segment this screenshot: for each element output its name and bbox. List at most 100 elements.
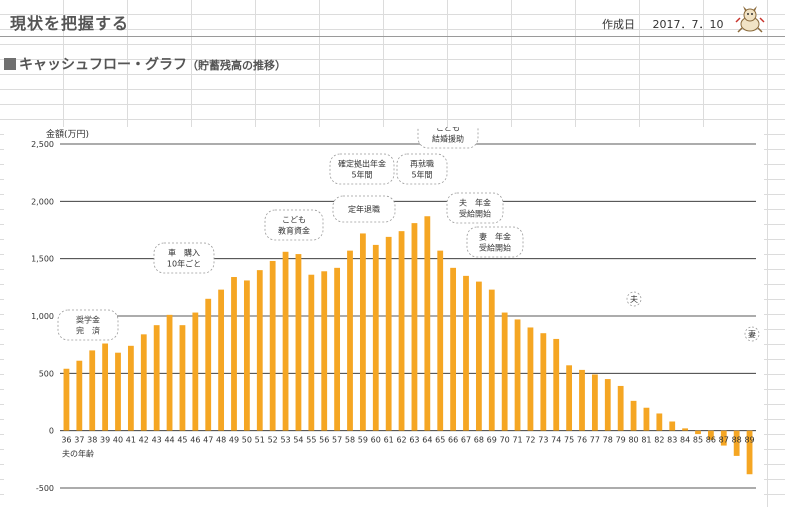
- section-title: キャッシュフロー・グラフ（貯蓄残高の推移）: [4, 54, 286, 74]
- created-date-value: 2017．7．10: [652, 18, 724, 31]
- bar-47: [205, 298, 212, 431]
- x-tick-label: 84: [680, 436, 690, 445]
- section-subtitle: （貯蓄残高の推移）: [187, 59, 286, 72]
- callout-bubble: [153, 242, 215, 274]
- bar-58: [347, 250, 353, 431]
- x-tick-label: 72: [525, 436, 535, 445]
- bar-66: [450, 267, 457, 431]
- title-underline: [0, 36, 785, 37]
- x-tick-label: 43: [152, 436, 162, 445]
- bar-51: [256, 270, 263, 431]
- callout-bubble: [744, 326, 760, 342]
- x-tick-label: 41: [126, 436, 136, 445]
- callout-text: 車 購入: [168, 248, 200, 258]
- bar-49: [231, 277, 237, 431]
- bar-37: [76, 360, 83, 431]
- x-tick-label: 81: [641, 436, 651, 445]
- x-tick-label: 73: [538, 436, 548, 445]
- x-tick-label: 56: [319, 436, 329, 445]
- y-tick-label: -500: [36, 484, 54, 493]
- bar-71: [514, 319, 521, 431]
- bar-56: [321, 271, 328, 431]
- bar-80: [630, 400, 637, 431]
- x-tick-label: 63: [409, 436, 419, 445]
- bar-44: [166, 314, 173, 431]
- bar-63: [411, 223, 418, 431]
- bar-68: [475, 281, 482, 431]
- x-tick-label: 89: [744, 436, 754, 445]
- x-tick-label: 47: [203, 436, 213, 445]
- bar-62: [398, 231, 405, 431]
- x-tick-label: 45: [177, 436, 187, 445]
- x-tick-label: 68: [474, 436, 484, 445]
- bar-67: [463, 275, 469, 431]
- bar-42: [140, 334, 147, 431]
- bar-36: [63, 368, 70, 431]
- x-tick-label: 88: [732, 436, 742, 445]
- bar-39: [102, 343, 109, 431]
- y-tick-label: 1,500: [31, 255, 54, 264]
- x-tick-label: 36: [61, 436, 71, 445]
- callout-text: 妻 年金: [479, 232, 511, 242]
- bar-54: [295, 254, 302, 431]
- callout-text: 確定拠出年金: [338, 159, 386, 169]
- bar-55: [308, 274, 315, 431]
- mascot-icon: [735, 6, 765, 33]
- x-tick-label: 61: [384, 436, 394, 445]
- x-tick-label: 75: [564, 436, 574, 445]
- callout-bubble: [57, 309, 119, 341]
- bar-86: [707, 430, 714, 440]
- bar-48: [218, 289, 225, 431]
- bar-45: [179, 325, 186, 431]
- x-tick-label: 70: [500, 436, 510, 445]
- x-tick-label: 86: [706, 436, 716, 445]
- callout-text: 10年ごと: [167, 259, 201, 269]
- x-tick-label: 67: [461, 436, 471, 445]
- x-tick-label: 83: [667, 436, 677, 445]
- x-tick-label: 65: [435, 436, 445, 445]
- bar-38: [89, 350, 96, 431]
- bar-61: [385, 236, 392, 431]
- y-tick-label: 0: [49, 427, 54, 436]
- x-tick-label: 50: [242, 436, 252, 445]
- bar-46: [192, 312, 199, 431]
- callout-text: 5年間: [351, 170, 372, 180]
- x-tick-label: 58: [345, 436, 355, 445]
- x-tick-label: 82: [654, 436, 664, 445]
- x-tick-label: 74: [551, 436, 561, 445]
- x-tick-label: 42: [139, 436, 149, 445]
- callout-text: 教育資金: [278, 226, 310, 236]
- callout-text: こども: [282, 216, 306, 225]
- callout-text: 夫 年金: [459, 198, 491, 208]
- callout-text: 定年退職: [348, 204, 380, 214]
- bar-79: [617, 385, 624, 431]
- x-tick-label: 66: [448, 436, 458, 445]
- callout-text: 夫: [630, 294, 638, 304]
- x-tick-label: 64: [422, 436, 432, 445]
- callout-bubble: [466, 226, 524, 258]
- callout-bubble: [626, 291, 642, 307]
- bar-53: [282, 251, 289, 431]
- bar-75: [566, 365, 573, 431]
- bar-52: [269, 260, 276, 431]
- callout-text: 完 済: [76, 326, 100, 336]
- x-tick-label: 55: [306, 436, 316, 445]
- y-tick-label: 2,500: [31, 140, 54, 149]
- x-tick-label: 80: [628, 436, 638, 445]
- bar-77: [591, 374, 598, 431]
- bar-72: [527, 327, 534, 431]
- x-tick-label: 69: [487, 436, 497, 445]
- bar-83: [669, 421, 676, 431]
- callout-bubble: [329, 153, 395, 185]
- bar-50: [243, 280, 250, 431]
- callout-text: 再就職: [410, 159, 434, 169]
- callout-text: 5年間: [411, 170, 432, 180]
- x-tick-label: 52: [268, 436, 278, 445]
- callout-text: 妻: [748, 329, 756, 339]
- created-label: 作成日: [602, 18, 635, 31]
- bar-85: [695, 430, 701, 435]
- x-tick-label: 76: [577, 436, 587, 445]
- bar-89: [746, 430, 753, 475]
- x-tick-label: 49: [229, 436, 239, 445]
